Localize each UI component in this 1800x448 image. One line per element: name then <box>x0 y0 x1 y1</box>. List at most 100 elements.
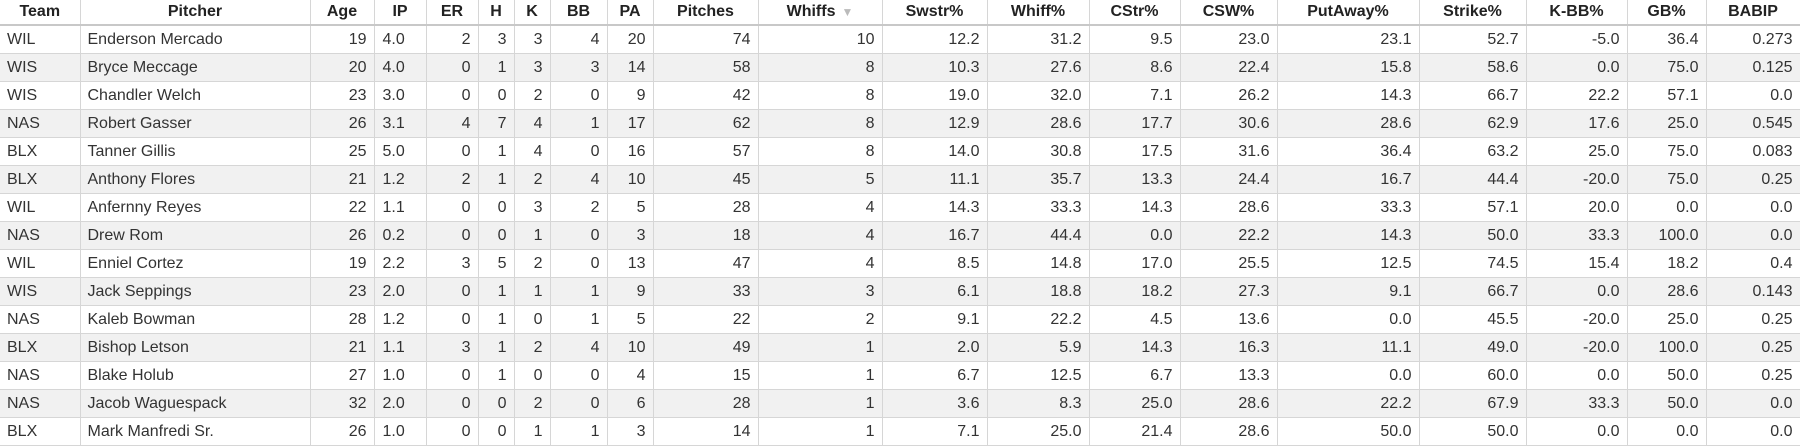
cell-h: 0 <box>478 389 515 418</box>
cell-putaway: 14.3 <box>1277 221 1420 250</box>
cell-pitcher: Bishop Letson <box>80 333 311 362</box>
column-header-er[interactable]: ER <box>426 0 479 26</box>
column-header-babip[interactable]: BABIP <box>1706 0 1800 26</box>
cell-swstr: 19.0 <box>882 81 988 110</box>
column-header-age[interactable]: Age <box>310 0 375 26</box>
table-row[interactable]: WIL Anfernny Reyes 22 1.1 0 0 3 2 5 28 4 14.3 33.3 14… <box>0 193 1800 222</box>
cell-er: 0 <box>426 389 479 418</box>
cell-swstr: 6.1 <box>882 277 988 306</box>
cell-pitches: 33 <box>653 277 759 306</box>
cell-whiff: 14.8 <box>987 249 1090 278</box>
table-row[interactable]: WIS Chandler Welch 23 3.0 0 0 2 0 9 42 8 19.0 32.0 7.… <box>0 81 1800 110</box>
cell-bb: 1 <box>550 109 608 138</box>
cell-k-bb: 20.0 <box>1526 193 1628 222</box>
cell-whiffs: 1 <box>758 417 883 446</box>
cell-pa: 20 <box>607 25 654 54</box>
column-header-ip[interactable]: IP <box>374 0 427 26</box>
column-header-pitcher[interactable]: Pitcher <box>80 0 311 26</box>
cell-csw: 13.3 <box>1180 361 1278 390</box>
cell-ip: 4.0 <box>374 25 427 54</box>
cell-pitches: 74 <box>653 25 759 54</box>
cell-gb: 25.0 <box>1627 109 1707 138</box>
table-row[interactable]: BLX Tanner Gillis 25 5.0 0 1 4 0 16 57 8 14.0 30.8 17… <box>0 137 1800 166</box>
cell-age: 26 <box>310 221 375 250</box>
cell-gb: 36.4 <box>1627 25 1707 54</box>
cell-h: 3 <box>478 25 515 54</box>
column-header-label: H <box>490 3 502 20</box>
cell-gb: 75.0 <box>1627 53 1707 82</box>
table-row[interactable]: BLX Bishop Letson 21 1.1 3 1 2 4 10 49 1 2.0 5.9 14.3… <box>0 333 1800 362</box>
cell-h: 1 <box>478 333 515 362</box>
column-header-strike[interactable]: Strike% <box>1419 0 1527 26</box>
cell-cstr: 8.6 <box>1089 53 1181 82</box>
cell-pitches: 28 <box>653 389 759 418</box>
cell-ip: 3.0 <box>374 81 427 110</box>
cell-pitches: 58 <box>653 53 759 82</box>
column-header-k-bb[interactable]: K-BB% <box>1526 0 1628 26</box>
cell-team: WIL <box>0 25 81 54</box>
table-row[interactable]: WIL Enniel Cortez 19 2.2 3 5 2 0 13 47 4 8.5 14.8 17.… <box>0 249 1800 278</box>
column-header-swstr[interactable]: Swstr% <box>882 0 988 26</box>
cell-strike: 63.2 <box>1419 137 1527 166</box>
cell-putaway: 36.4 <box>1277 137 1420 166</box>
cell-swstr: 6.7 <box>882 361 988 390</box>
cell-er: 0 <box>426 305 479 334</box>
cell-k-bb: 25.0 <box>1526 137 1628 166</box>
table-row[interactable]: WIL Enderson Mercado 19 4.0 2 3 3 4 20 74 10 12.2 31… <box>0 25 1800 54</box>
cell-er: 0 <box>426 361 479 390</box>
column-header-label: IP <box>392 3 408 20</box>
column-header-whiff[interactable]: Whiff% <box>987 0 1090 26</box>
cell-bb: 4 <box>550 333 608 362</box>
column-header-label: Whiffs <box>786 3 836 20</box>
table-row[interactable]: NAS Robert Gasser 26 3.1 4 7 4 1 17 62 8 12.9 28.6 17… <box>0 109 1800 138</box>
column-header-cstr[interactable]: CStr% <box>1089 0 1181 26</box>
cell-strike: 66.7 <box>1419 277 1527 306</box>
column-header-whiffs[interactable]: Whiffs ▼ <box>758 0 883 26</box>
column-header-putaway[interactable]: PutAway% <box>1277 0 1420 26</box>
column-header-h[interactable]: H <box>478 0 515 26</box>
column-header-bb[interactable]: BB <box>550 0 608 26</box>
cell-pitches: 49 <box>653 333 759 362</box>
cell-er: 4 <box>426 109 479 138</box>
column-header-pa[interactable]: PA <box>607 0 654 26</box>
cell-strike: 52.7 <box>1419 25 1527 54</box>
table-row[interactable]: NAS Blake Holub 27 1.0 0 1 0 0 4 15 1 6.7 12.5 6.7 13.… <box>0 361 1800 390</box>
cell-babip: 0.25 <box>1706 333 1800 362</box>
cell-pitches: 62 <box>653 109 759 138</box>
column-header-gb[interactable]: GB% <box>1627 0 1707 26</box>
cell-team: NAS <box>0 109 81 138</box>
cell-er: 0 <box>426 277 479 306</box>
column-header-label: PA <box>619 3 641 20</box>
cell-ip: 1.2 <box>374 165 427 194</box>
cell-swstr: 12.9 <box>882 109 988 138</box>
cell-ip: 1.2 <box>374 305 427 334</box>
column-header-label: CStr% <box>1110 3 1159 20</box>
table-row[interactable]: WIS Bryce Meccage 20 4.0 0 1 3 3 14 58 8 10.3 27.6 8.… <box>0 53 1800 82</box>
cell-k: 4 <box>514 137 551 166</box>
sort-descending-icon[interactable]: ▼ <box>841 5 854 19</box>
cell-whiff: 32.0 <box>987 81 1090 110</box>
table-row[interactable]: NAS Kaleb Bowman 28 1.2 0 1 0 1 5 22 2 9.1 22.2 4.5 13… <box>0 305 1800 334</box>
column-header-pitches[interactable]: Pitches <box>653 0 759 26</box>
cell-strike: 67.9 <box>1419 389 1527 418</box>
table-row[interactable]: NAS Drew Rom 26 0.2 0 0 1 0 3 18 4 16.7 44.4 0.0 22.2 1… <box>0 221 1800 250</box>
cell-gb: 100.0 <box>1627 221 1707 250</box>
column-header-label: BB <box>566 3 591 20</box>
cell-whiffs: 8 <box>758 109 883 138</box>
cell-whiffs: 10 <box>758 25 883 54</box>
cell-whiff: 25.0 <box>987 417 1090 446</box>
cell-csw: 23.0 <box>1180 25 1278 54</box>
table-row[interactable]: WIS Jack Seppings 23 2.0 0 1 1 1 9 33 3 6.1 18.8 18.2… <box>0 277 1800 306</box>
cell-team: NAS <box>0 305 81 334</box>
column-header-k[interactable]: K <box>514 0 551 26</box>
cell-strike: 50.0 <box>1419 221 1527 250</box>
cell-age: 26 <box>310 417 375 446</box>
cell-babip: 0.545 <box>1706 109 1800 138</box>
table-row[interactable]: BLX Anthony Flores 21 1.2 2 1 2 4 10 45 5 11.1 35.7 1… <box>0 165 1800 194</box>
table-row[interactable]: BLX Mark Manfredi Sr. 26 1.0 0 0 1 1 3 14 1 7.1 25.0… <box>0 417 1800 446</box>
cell-k: 2 <box>514 249 551 278</box>
cell-h: 1 <box>478 305 515 334</box>
column-header-team[interactable]: Team <box>0 0 81 26</box>
column-header-csw[interactable]: CSW% <box>1180 0 1278 26</box>
table-row[interactable]: NAS Jacob Waguespack 32 2.0 0 0 2 0 6 28 1 3.6 8.3 25… <box>0 389 1800 418</box>
